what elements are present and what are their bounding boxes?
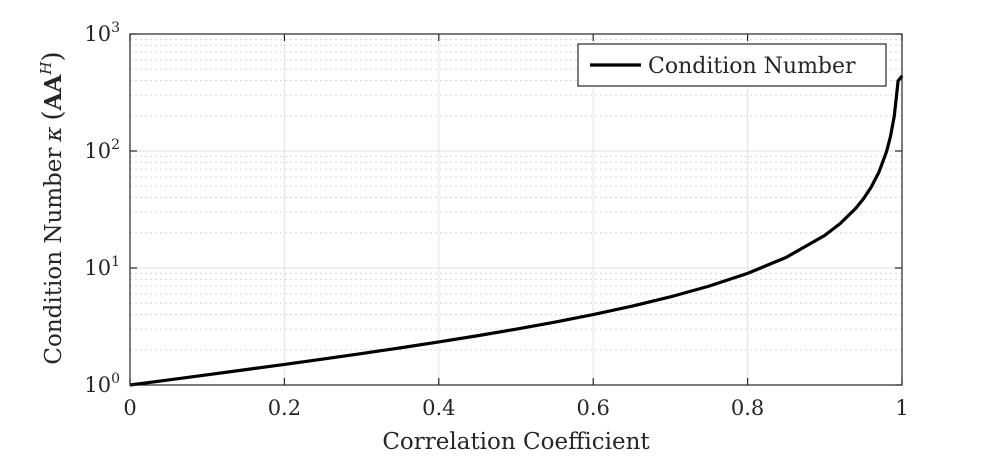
legend: Condition Number — [577, 43, 887, 87]
legend-label: Condition Number — [648, 54, 856, 79]
x-axis-ticks: 0 0.2 0.4 0.6 0.8 1 — [123, 34, 909, 420]
x-tick-label: 0.2 — [268, 396, 301, 420]
y-axis-label-prefix: Condition Number — [41, 148, 67, 365]
y-axis-label-symbol: κ — [41, 127, 67, 143]
plot-frame — [129, 33, 903, 386]
x-tick-label: 0.8 — [731, 396, 764, 420]
series-line-condition-number — [129, 74, 904, 387]
x-tick-label: 1 — [895, 396, 908, 420]
y-axis-ticks: 100 101 102 103 — [84, 20, 902, 397]
grid — [129, 33, 903, 386]
plot-area — [129, 33, 904, 387]
y-axis-label-open-paren: ( — [38, 110, 68, 120]
y-axis-label-close-paren: ) — [38, 51, 68, 61]
x-tick-label: 0.4 — [422, 396, 455, 420]
y-tick-label: 102 — [84, 137, 120, 163]
y-axis-label-bold: AA — [40, 74, 67, 112]
x-tick-label: 0.6 — [576, 396, 609, 420]
x-axis-label: Correlation Coefficient — [382, 429, 650, 455]
y-axis-label-superscript: H — [37, 61, 55, 76]
y-axis-label: Condition Number κ (AAH) — [37, 51, 68, 364]
y-tick-label: 101 — [84, 254, 120, 280]
x-tick-label: 0 — [123, 396, 136, 420]
y-tick-label: 100 — [84, 371, 120, 397]
y-tick-label: 103 — [84, 20, 120, 46]
